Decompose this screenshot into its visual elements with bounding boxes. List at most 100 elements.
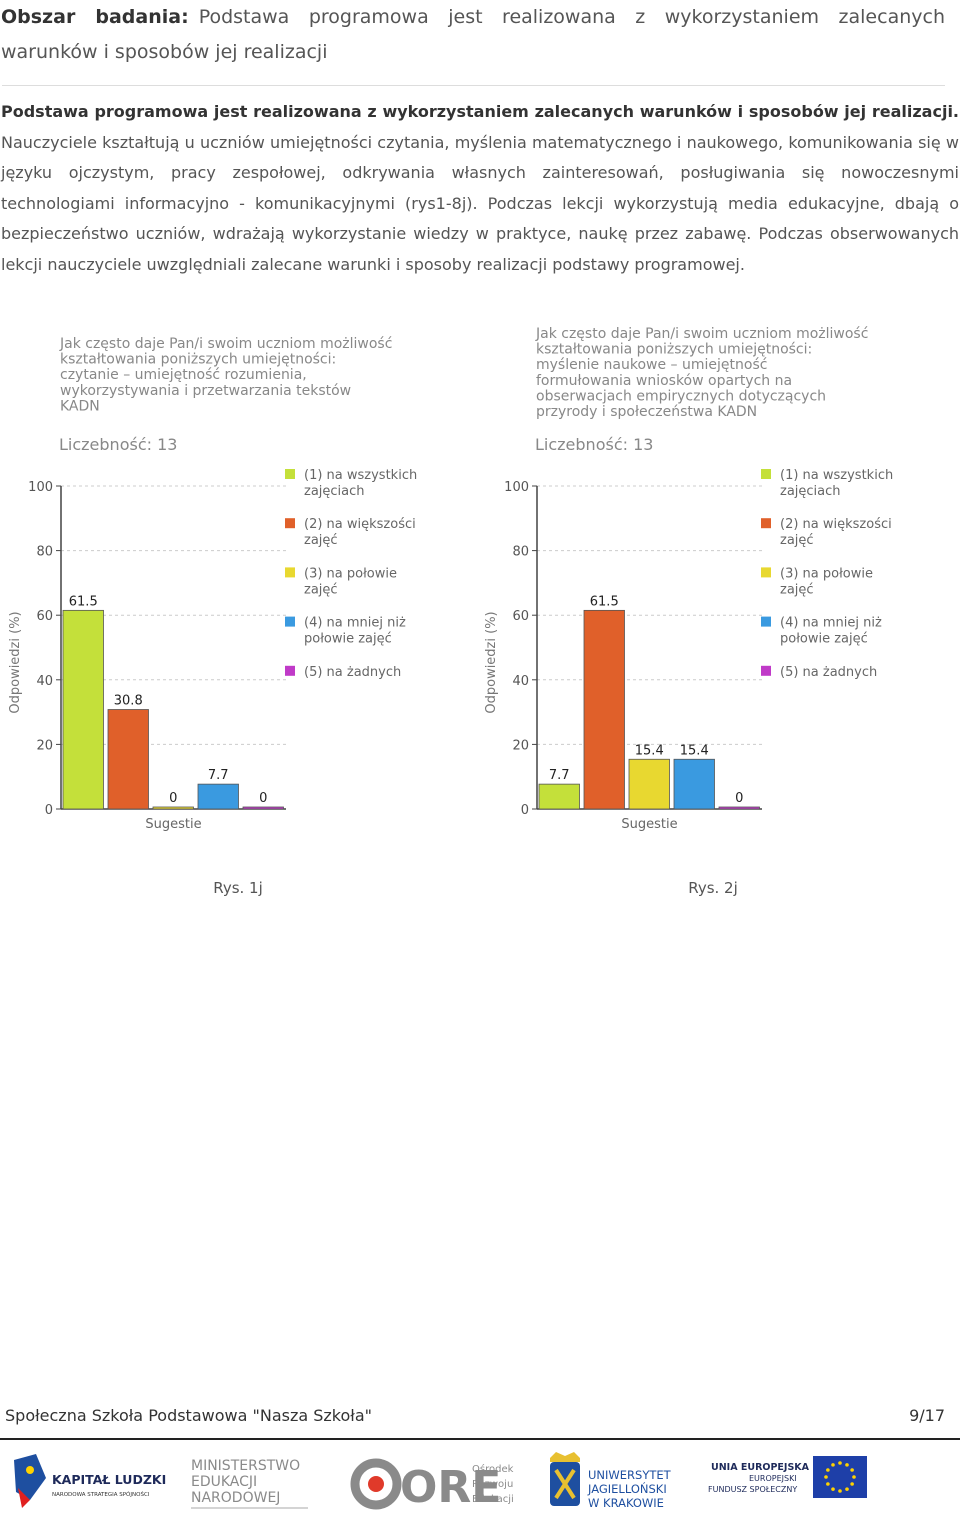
chart-bar xyxy=(628,758,670,810)
legend-label: zajęć xyxy=(780,533,814,548)
legend-label: (2) na większości xyxy=(780,517,892,532)
legend-label: (1) na wszystkich xyxy=(780,468,893,483)
eu-star-icon xyxy=(824,1475,828,1479)
chart-bar xyxy=(673,758,715,810)
chart-bar xyxy=(107,709,149,810)
legend-label: (2) na większości xyxy=(304,517,416,532)
ore-line-1: Ośrodek xyxy=(472,1463,514,1475)
chart-bar xyxy=(197,783,239,810)
legend-swatch xyxy=(285,518,295,529)
legend-label: zajęciach xyxy=(780,484,841,499)
legend-swatch xyxy=(761,616,771,627)
research-area-label: Obszar badania: xyxy=(1,6,189,28)
chart-ytick-label: 0 xyxy=(521,803,529,818)
logo-strip: KAPITAŁ LUDZKI NARODOWA STRATEGIA SPÓJNO… xyxy=(0,1448,960,1523)
body-paragraph: Podstawa programowa jest realizowana z w… xyxy=(1,97,959,280)
chart-data-label: 61.5 xyxy=(69,594,98,609)
legend-label: zajęciach xyxy=(304,484,365,499)
body-lead: Podstawa programowa jest realizowana z w… xyxy=(1,102,959,121)
header-divider xyxy=(2,85,945,86)
ue-line-2: EUROPEJSKI xyxy=(749,1474,797,1483)
chart-title-line: kształtowania poniższych umiejętności: xyxy=(536,342,812,358)
chart-ytick-label: 0 xyxy=(45,803,53,818)
legend-label: (5) na żadnych xyxy=(304,665,401,680)
chart-title-line: kształtowania poniższych umiejętności: xyxy=(60,352,336,368)
chart-ytick-label: 60 xyxy=(512,609,529,624)
chart-svg: Jak często daje Pan/i swoim uczniom możl… xyxy=(8,336,417,832)
chart-title-line: przyrody i społeczeństwa KADN xyxy=(536,404,757,420)
eu-star-icon xyxy=(850,1468,854,1472)
men-logo: MINISTERSTWO EDUKACJI NARODOWEJ xyxy=(191,1458,308,1509)
ue-logo: UNIA EUROPEJSKA EUROPEJSKI FUNDUSZ SPOŁE… xyxy=(708,1456,867,1498)
chart-xlabel: Sugestie xyxy=(621,817,677,832)
legend-swatch xyxy=(761,665,771,676)
footer: Społeczna Szkoła Podstawowa "Nasza Szkoł… xyxy=(5,1406,945,1425)
legend-swatch xyxy=(285,665,295,676)
legend-swatch xyxy=(761,518,771,529)
body-text: Nauczyciele kształtują u uczniów umiejęt… xyxy=(1,132,959,274)
eu-star-icon xyxy=(845,1487,849,1491)
ore-logo: ORE Ośrodek Rozwoju Edukacji xyxy=(350,1458,514,1513)
kl-title: KAPITAŁ LUDZKI xyxy=(52,1472,166,1487)
chart-bar xyxy=(242,806,284,810)
men-line-1: MINISTERSTWO xyxy=(191,1458,300,1474)
legend-label: zajęć xyxy=(780,582,814,597)
chart-count-label: Liczebność: 13 xyxy=(535,435,653,454)
caption-rys-1j: Rys. 1j xyxy=(213,879,263,897)
chart-ytick-label: 80 xyxy=(36,545,53,560)
eu-star-icon xyxy=(850,1482,854,1486)
eu-star-icon xyxy=(838,1489,842,1493)
chart-ytick-label: 60 xyxy=(36,609,53,624)
chart-bar xyxy=(538,783,580,810)
legend-swatch xyxy=(285,567,295,578)
legend-label: (4) na mniej niż xyxy=(780,616,882,631)
legend-label: połowie zajęć xyxy=(780,632,868,647)
uj-line-3: W KRAKOWIE xyxy=(588,1496,664,1510)
chart-title-line: formułowania wniosków opartych na xyxy=(536,373,792,389)
uj-logo: UNIWERSYTET JAGIELLOŃSKI W KRAKOWIE xyxy=(550,1452,672,1510)
men-line-3: NARODOWEJ xyxy=(191,1490,280,1506)
chart-bar xyxy=(718,806,760,810)
chart-rys-1j: Jak często daje Pan/i swoim uczniom możl… xyxy=(0,318,470,858)
chart-ytick-label: 40 xyxy=(36,674,53,689)
chart-ytick-label: 80 xyxy=(512,545,529,560)
eu-star-icon xyxy=(826,1468,830,1472)
kl-subtitle: NARODOWA STRATEGIA SPÓJNOŚCI xyxy=(52,1491,150,1498)
chart-title-line: Jak często daje Pan/i swoim uczniom możl… xyxy=(59,336,392,352)
legend-swatch xyxy=(761,469,771,479)
ue-line-1: UNIA EUROPEJSKA xyxy=(711,1462,810,1473)
chart-data-label: 15.4 xyxy=(635,743,664,758)
legend-swatch xyxy=(285,616,295,627)
research-area-title: Podstawa programowa jest realizowana z w… xyxy=(1,6,945,63)
legend-label: połowie zajęć xyxy=(304,632,392,647)
chart-data-label: 30.8 xyxy=(114,694,143,709)
chart-data-label: 7.7 xyxy=(208,768,229,783)
legend-label: zajęć xyxy=(304,533,338,548)
men-line-2: EDUKACJI xyxy=(191,1474,257,1490)
legend-label: (4) na mniej niż xyxy=(304,616,406,631)
legend-label: (3) na połowie xyxy=(780,566,873,581)
chart-data-label: 61.5 xyxy=(590,594,619,609)
legend-label: zajęć xyxy=(304,582,338,597)
eu-star-icon xyxy=(845,1463,849,1467)
chart-title-line: Jak często daje Pan/i swoim uczniom możl… xyxy=(535,326,868,342)
chart-ytick-label: 20 xyxy=(512,738,529,753)
ore-word: ORE xyxy=(400,1462,501,1513)
uj-line-2: JAGIELLOŃSKI xyxy=(587,1481,667,1496)
chart-data-label: 15.4 xyxy=(680,743,709,758)
chart-data-label: 0 xyxy=(169,791,177,806)
ore-line-2: Rozwoju xyxy=(472,1479,513,1490)
chart-data-label: 7.7 xyxy=(549,768,570,783)
chart-xlabel: Sugestie xyxy=(145,817,201,832)
chart-bar xyxy=(62,609,104,810)
chart-title-line: czytanie – umiejętność rozumienia, xyxy=(60,367,307,383)
legend-label: (5) na żadnych xyxy=(780,665,877,680)
chart-ylabel: Odpowiedzi (%) xyxy=(8,611,23,713)
chart-ytick-label: 100 xyxy=(504,480,529,495)
eu-star-icon xyxy=(831,1487,835,1491)
legend-swatch xyxy=(761,567,771,578)
chart-ylabel: Odpowiedzi (%) xyxy=(484,611,499,713)
kapital-ludzki-logo: KAPITAŁ LUDZKI NARODOWA STRATEGIA SPÓJNO… xyxy=(14,1454,166,1508)
footer-school-name: Społeczna Szkoła Podstawowa "Nasza Szkoł… xyxy=(5,1406,372,1425)
chart-data-label: 0 xyxy=(259,791,267,806)
